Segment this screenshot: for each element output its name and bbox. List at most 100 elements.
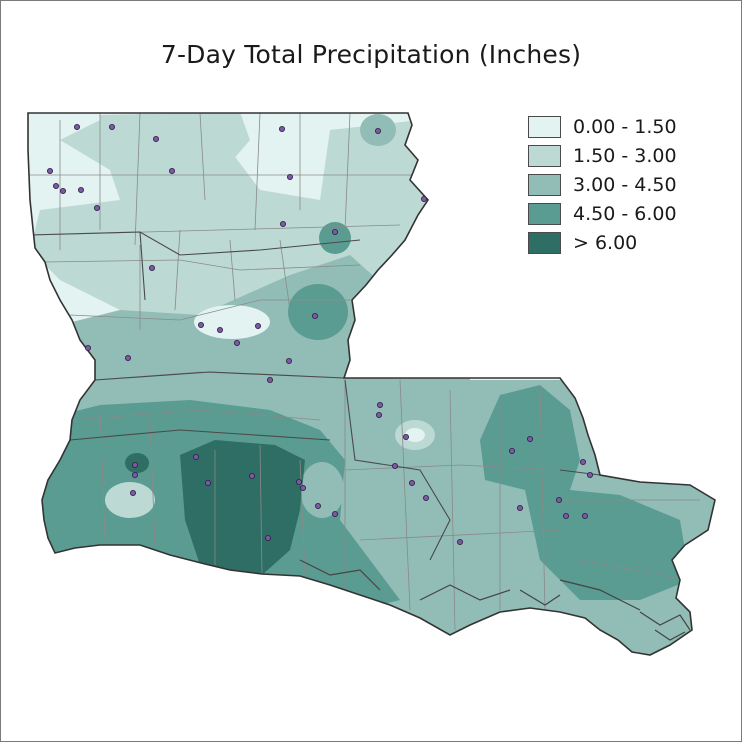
station-marker-2 bbox=[152, 135, 159, 142]
parish-line-13 bbox=[174, 229, 181, 311]
station-marker-30 bbox=[580, 458, 587, 465]
legend-swatch-3 bbox=[528, 203, 561, 225]
parish-line-23 bbox=[399, 379, 411, 611]
coastal-marsh-islands bbox=[299, 559, 691, 641]
station-marker-37 bbox=[248, 472, 255, 479]
region-line-4 bbox=[559, 469, 601, 476]
zone-class-3-north bbox=[319, 222, 351, 254]
zone-class-1-north bbox=[100, 113, 250, 178]
station-marker-4 bbox=[278, 126, 285, 133]
region-line-0 bbox=[28, 231, 361, 256]
station-marker-16 bbox=[311, 312, 318, 319]
station-marker-17 bbox=[197, 321, 204, 328]
station-marker-26 bbox=[375, 411, 382, 418]
legend-label-1: 1.50 - 3.00 bbox=[573, 145, 677, 167]
station-marker-43 bbox=[408, 479, 415, 486]
legend-swatch-2 bbox=[528, 174, 561, 196]
station-marker-15 bbox=[148, 264, 155, 271]
legend-item-3: 4.50 - 6.00 bbox=[528, 203, 708, 232]
marsh-line-5 bbox=[519, 589, 561, 606]
legend-label-2: 3.00 - 4.50 bbox=[573, 174, 677, 196]
parish-line-20 bbox=[259, 444, 263, 576]
parish-line-26 bbox=[539, 384, 546, 611]
station-marker-35 bbox=[192, 453, 199, 460]
marsh-line-0 bbox=[299, 559, 381, 591]
station-marker-21 bbox=[285, 357, 292, 364]
station-marker-32 bbox=[131, 461, 138, 468]
parish-line-4 bbox=[254, 113, 261, 231]
legend-swatch-4 bbox=[528, 232, 561, 254]
station-marker-46 bbox=[556, 496, 563, 503]
parish-line-28 bbox=[359, 529, 561, 541]
parish-line-17 bbox=[99, 409, 106, 541]
station-marker-6 bbox=[53, 182, 60, 189]
state-outline bbox=[27, 112, 716, 656]
station-marker-34 bbox=[129, 489, 136, 496]
station-marker-19 bbox=[233, 339, 240, 346]
legend-item-1: 1.50 - 3.00 bbox=[528, 145, 708, 174]
parish-line-14 bbox=[229, 239, 236, 301]
station-marker-23 bbox=[125, 354, 132, 361]
station-marker-36 bbox=[204, 479, 211, 486]
parish-line-9 bbox=[44, 259, 361, 271]
station-marker-8 bbox=[78, 186, 85, 193]
parish-line-21 bbox=[299, 459, 306, 576]
marsh-line-4 bbox=[654, 629, 686, 641]
legend-label-4: > 6.00 bbox=[573, 232, 638, 254]
marsh-line-1 bbox=[419, 584, 511, 601]
legend-swatch-0 bbox=[528, 116, 561, 138]
legend-item-4: > 6.00 bbox=[528, 232, 708, 261]
weather-stations bbox=[47, 124, 594, 546]
parish-line-18 bbox=[149, 419, 156, 546]
station-marker-9 bbox=[94, 204, 101, 211]
station-marker-10 bbox=[168, 167, 175, 174]
station-marker-48 bbox=[264, 535, 271, 542]
legend: 0.00 - 1.50 1.50 - 3.00 3.00 - 4.50 4.50… bbox=[528, 116, 708, 261]
station-marker-41 bbox=[331, 510, 338, 517]
station-marker-44 bbox=[422, 494, 429, 501]
zone-class-2-patch bbox=[300, 462, 344, 518]
station-marker-7 bbox=[60, 187, 67, 194]
station-marker-25 bbox=[376, 401, 383, 408]
station-marker-14 bbox=[420, 195, 427, 202]
marsh-line-3 bbox=[639, 611, 691, 631]
parish-line-3 bbox=[199, 113, 206, 201]
station-marker-1 bbox=[109, 124, 116, 131]
station-marker-13 bbox=[331, 228, 338, 235]
station-marker-28 bbox=[508, 447, 515, 454]
station-marker-5 bbox=[374, 127, 381, 134]
station-marker-42 bbox=[391, 462, 398, 469]
region-line-3 bbox=[344, 379, 451, 561]
station-marker-0 bbox=[74, 124, 81, 131]
station-marker-24 bbox=[85, 344, 92, 351]
region-line-1 bbox=[94, 371, 345, 381]
station-marker-20 bbox=[254, 322, 261, 329]
legend-item-2: 3.00 - 4.50 bbox=[528, 174, 708, 203]
station-marker-31 bbox=[587, 471, 594, 478]
parish-line-15 bbox=[279, 239, 291, 311]
zone-class-1-patch-sw2 bbox=[105, 482, 155, 518]
station-marker-33 bbox=[131, 471, 138, 478]
parish-line-6 bbox=[344, 113, 351, 231]
station-marker-18 bbox=[216, 326, 223, 333]
map-title: 7-Day Total Precipitation (Inches) bbox=[160, 40, 582, 69]
legend-swatch-1 bbox=[528, 145, 561, 167]
parish-line-30 bbox=[579, 559, 691, 581]
station-marker-39 bbox=[299, 484, 306, 491]
station-marker-49 bbox=[456, 539, 463, 546]
legend-label-0: 0.00 - 1.50 bbox=[573, 116, 677, 138]
station-marker-45 bbox=[517, 504, 524, 511]
zone-class-0-patch-east bbox=[405, 428, 425, 442]
station-marker-29 bbox=[527, 435, 534, 442]
marsh-line-2 bbox=[559, 579, 641, 611]
parish-line-27 bbox=[344, 464, 561, 471]
station-marker-38 bbox=[295, 478, 302, 485]
zone-class-3-central bbox=[288, 284, 348, 340]
station-marker-11 bbox=[286, 173, 293, 180]
station-marker-3 bbox=[47, 167, 54, 174]
parish-line-10 bbox=[69, 299, 350, 321]
legend-label-3: 4.50 - 6.00 bbox=[573, 203, 677, 225]
region-line-5 bbox=[139, 231, 146, 301]
station-marker-27 bbox=[402, 433, 409, 440]
